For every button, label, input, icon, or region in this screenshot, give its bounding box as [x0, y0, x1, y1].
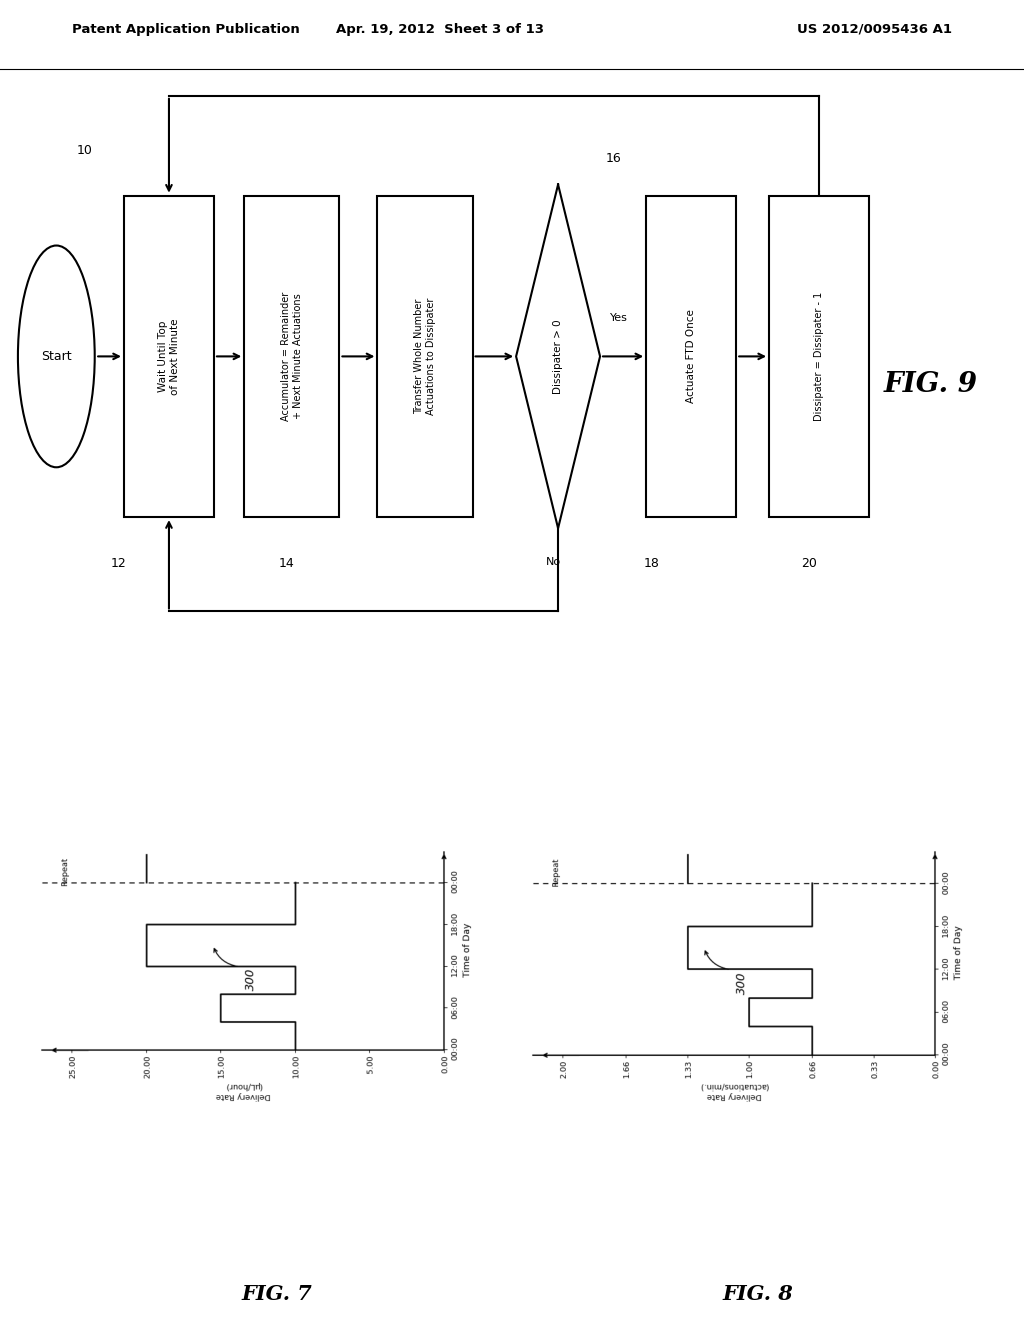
Text: Actuate FTD Once: Actuate FTD Once: [686, 309, 696, 404]
Text: FIG. 7: FIG. 7: [241, 1284, 312, 1304]
FancyBboxPatch shape: [377, 195, 473, 517]
Text: 20: 20: [801, 557, 817, 570]
Text: FIG. 8: FIG. 8: [722, 1284, 794, 1304]
FancyBboxPatch shape: [646, 195, 736, 517]
Text: US 2012/0095436 A1: US 2012/0095436 A1: [798, 22, 952, 36]
Text: Dissipater = Dissipater - 1: Dissipater = Dissipater - 1: [814, 292, 824, 421]
Text: Accumulator = Remainder
+ Next Minute Actuations: Accumulator = Remainder + Next Minute Ac…: [281, 292, 303, 421]
Text: Patent Application Publication: Patent Application Publication: [72, 22, 299, 36]
Text: Apr. 19, 2012  Sheet 3 of 13: Apr. 19, 2012 Sheet 3 of 13: [336, 22, 545, 36]
Text: Yes: Yes: [610, 313, 628, 322]
Text: Dissipater > 0: Dissipater > 0: [553, 319, 563, 393]
Text: 14: 14: [279, 557, 295, 570]
Text: 10: 10: [77, 144, 93, 157]
FancyBboxPatch shape: [769, 195, 869, 517]
Text: Wait Until Top
of Next Minute: Wait Until Top of Next Minute: [158, 318, 180, 395]
FancyBboxPatch shape: [124, 195, 214, 517]
Text: Transfer Whole Number
Actuations to Dissipater: Transfer Whole Number Actuations to Diss…: [414, 298, 436, 414]
Text: 12: 12: [111, 557, 127, 570]
Text: No: No: [546, 557, 560, 566]
Polygon shape: [516, 185, 600, 528]
Text: 18: 18: [643, 557, 659, 570]
Ellipse shape: [18, 246, 94, 467]
FancyBboxPatch shape: [244, 195, 340, 517]
Text: FIG. 9: FIG. 9: [884, 371, 978, 397]
Text: 16: 16: [605, 152, 621, 165]
Text: Start: Start: [41, 350, 72, 363]
